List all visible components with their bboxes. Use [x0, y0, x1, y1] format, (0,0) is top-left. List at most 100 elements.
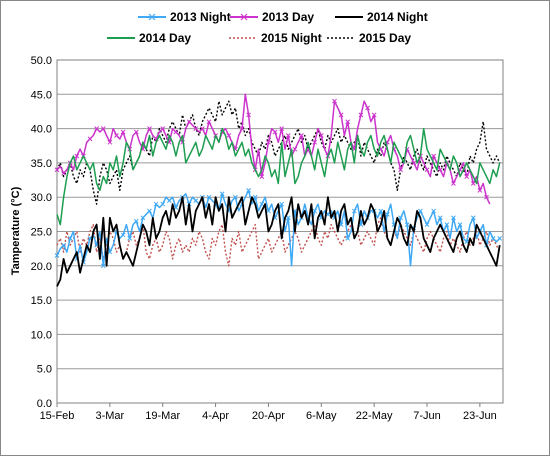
data-point-marker	[120, 232, 126, 238]
data-point-marker	[457, 222, 463, 227]
data-point-marker	[166, 198, 172, 203]
data-point-marker	[61, 242, 66, 248]
x-tick-label: 22-May	[356, 410, 393, 422]
data-point-marker	[431, 153, 436, 159]
data-point-marker	[358, 112, 364, 118]
data-point-marker	[497, 236, 503, 241]
y-tick-label: 25.0	[31, 227, 52, 239]
legend-item-2013-day: 2013 Day	[230, 10, 314, 24]
data-point-marker	[133, 218, 139, 224]
data-point-marker	[345, 119, 351, 125]
legend-item-2015-day: 2015 Day	[327, 31, 411, 45]
data-point-marker	[54, 253, 60, 258]
data-point-marker	[193, 126, 199, 131]
legend-marker	[148, 13, 156, 21]
data-point-marker	[332, 98, 337, 104]
series-2014-night	[56, 196, 501, 287]
data-point-marker	[133, 129, 139, 135]
data-point-marker	[398, 215, 403, 221]
data-point-marker	[312, 139, 318, 145]
data-point-marker	[100, 126, 106, 131]
x-tick-label: 15-Feb	[40, 410, 75, 422]
data-point-marker	[107, 139, 113, 145]
legend-label: 2014 Night	[367, 10, 428, 24]
data-point-marker	[365, 105, 370, 111]
data-point-marker	[226, 133, 232, 138]
data-point-marker	[285, 215, 291, 221]
legend-item-2014-night: 2014 Night	[335, 10, 428, 24]
data-point-marker	[246, 187, 251, 193]
data-point-marker	[418, 208, 423, 214]
data-point-marker	[120, 129, 126, 135]
data-point-marker	[371, 112, 377, 118]
data-point-marker	[94, 126, 99, 131]
data-point-marker	[246, 112, 251, 118]
y-tick-label: 35.0	[31, 158, 52, 170]
data-point-marker	[437, 167, 443, 173]
legend-label: 2015 Day	[359, 31, 411, 45]
x-tick-label: 19-Mar	[145, 410, 180, 422]
data-point-marker	[398, 167, 403, 173]
data-point-marker	[285, 133, 291, 138]
y-tick-label: 50.0	[31, 55, 52, 67]
y-tick-label: 5.0	[37, 364, 52, 376]
data-point-marker	[437, 215, 443, 221]
data-point-marker	[147, 126, 152, 131]
y-tick-label: 30.0	[31, 192, 52, 204]
data-point-marker	[259, 201, 265, 207]
data-point-marker	[378, 208, 384, 214]
data-point-marker	[404, 222, 410, 227]
x-axis-ticks: 15-Feb 3-Mar 19-Mar 4-Apr 20-Apr 6-May 22-May 7…	[40, 403, 497, 422]
legend: 2013 Night 2013 Day 2014 Night 2014 Day 2015…	[107, 10, 428, 45]
data-point-marker	[431, 208, 436, 214]
x-tick-label: 7-Jun	[413, 410, 441, 422]
data-point-marker	[140, 215, 146, 221]
data-point-marker	[206, 119, 212, 125]
data-point-marker	[239, 126, 245, 131]
data-point-marker	[470, 215, 476, 221]
series-layer	[54, 93, 503, 287]
data-point-marker	[484, 194, 489, 200]
data-point-marker	[279, 201, 285, 207]
data-point-marker	[61, 170, 66, 176]
legend-label: 2014 Day	[139, 31, 191, 45]
data-point-marker	[252, 194, 258, 200]
data-point-marker	[200, 126, 205, 131]
y-axis-title: Tamperature (°C)	[10, 186, 22, 275]
legend-label: 2015 Night	[261, 31, 322, 45]
data-point-marker	[470, 181, 476, 186]
x-tick-label: 4-Apr	[202, 410, 229, 422]
data-point-marker	[318, 133, 324, 138]
data-point-marker	[345, 236, 351, 241]
data-point-marker	[100, 263, 106, 269]
data-point-marker	[338, 112, 344, 118]
data-point-marker	[451, 215, 456, 221]
data-point-marker	[173, 129, 179, 135]
series-2014-day	[56, 127, 501, 226]
data-point-marker	[272, 129, 278, 135]
data-point-marker	[351, 208, 357, 214]
y-tick-label: 40.0	[31, 124, 52, 136]
legend-item-2013-night: 2013 Night	[138, 10, 231, 24]
data-point-marker	[444, 222, 450, 227]
x-tick-label: 6-May	[306, 410, 337, 422]
data-point-marker	[451, 181, 456, 186]
data-point-marker	[266, 139, 271, 145]
data-point-marker	[114, 133, 119, 138]
data-point-marker	[206, 194, 212, 200]
data-point-marker	[160, 201, 166, 207]
data-point-marker	[490, 236, 496, 241]
data-point-marker	[385, 211, 390, 217]
y-tick-label: 0.0	[37, 398, 52, 410]
legend-marker	[240, 13, 248, 21]
data-point-marker	[127, 236, 133, 241]
data-point-marker	[160, 126, 166, 131]
data-point-marker	[67, 236, 73, 241]
data-point-marker	[424, 222, 430, 227]
x-tick-label: 3-Mar	[95, 410, 124, 422]
data-point-marker	[424, 167, 430, 173]
data-point-marker	[411, 160, 417, 166]
